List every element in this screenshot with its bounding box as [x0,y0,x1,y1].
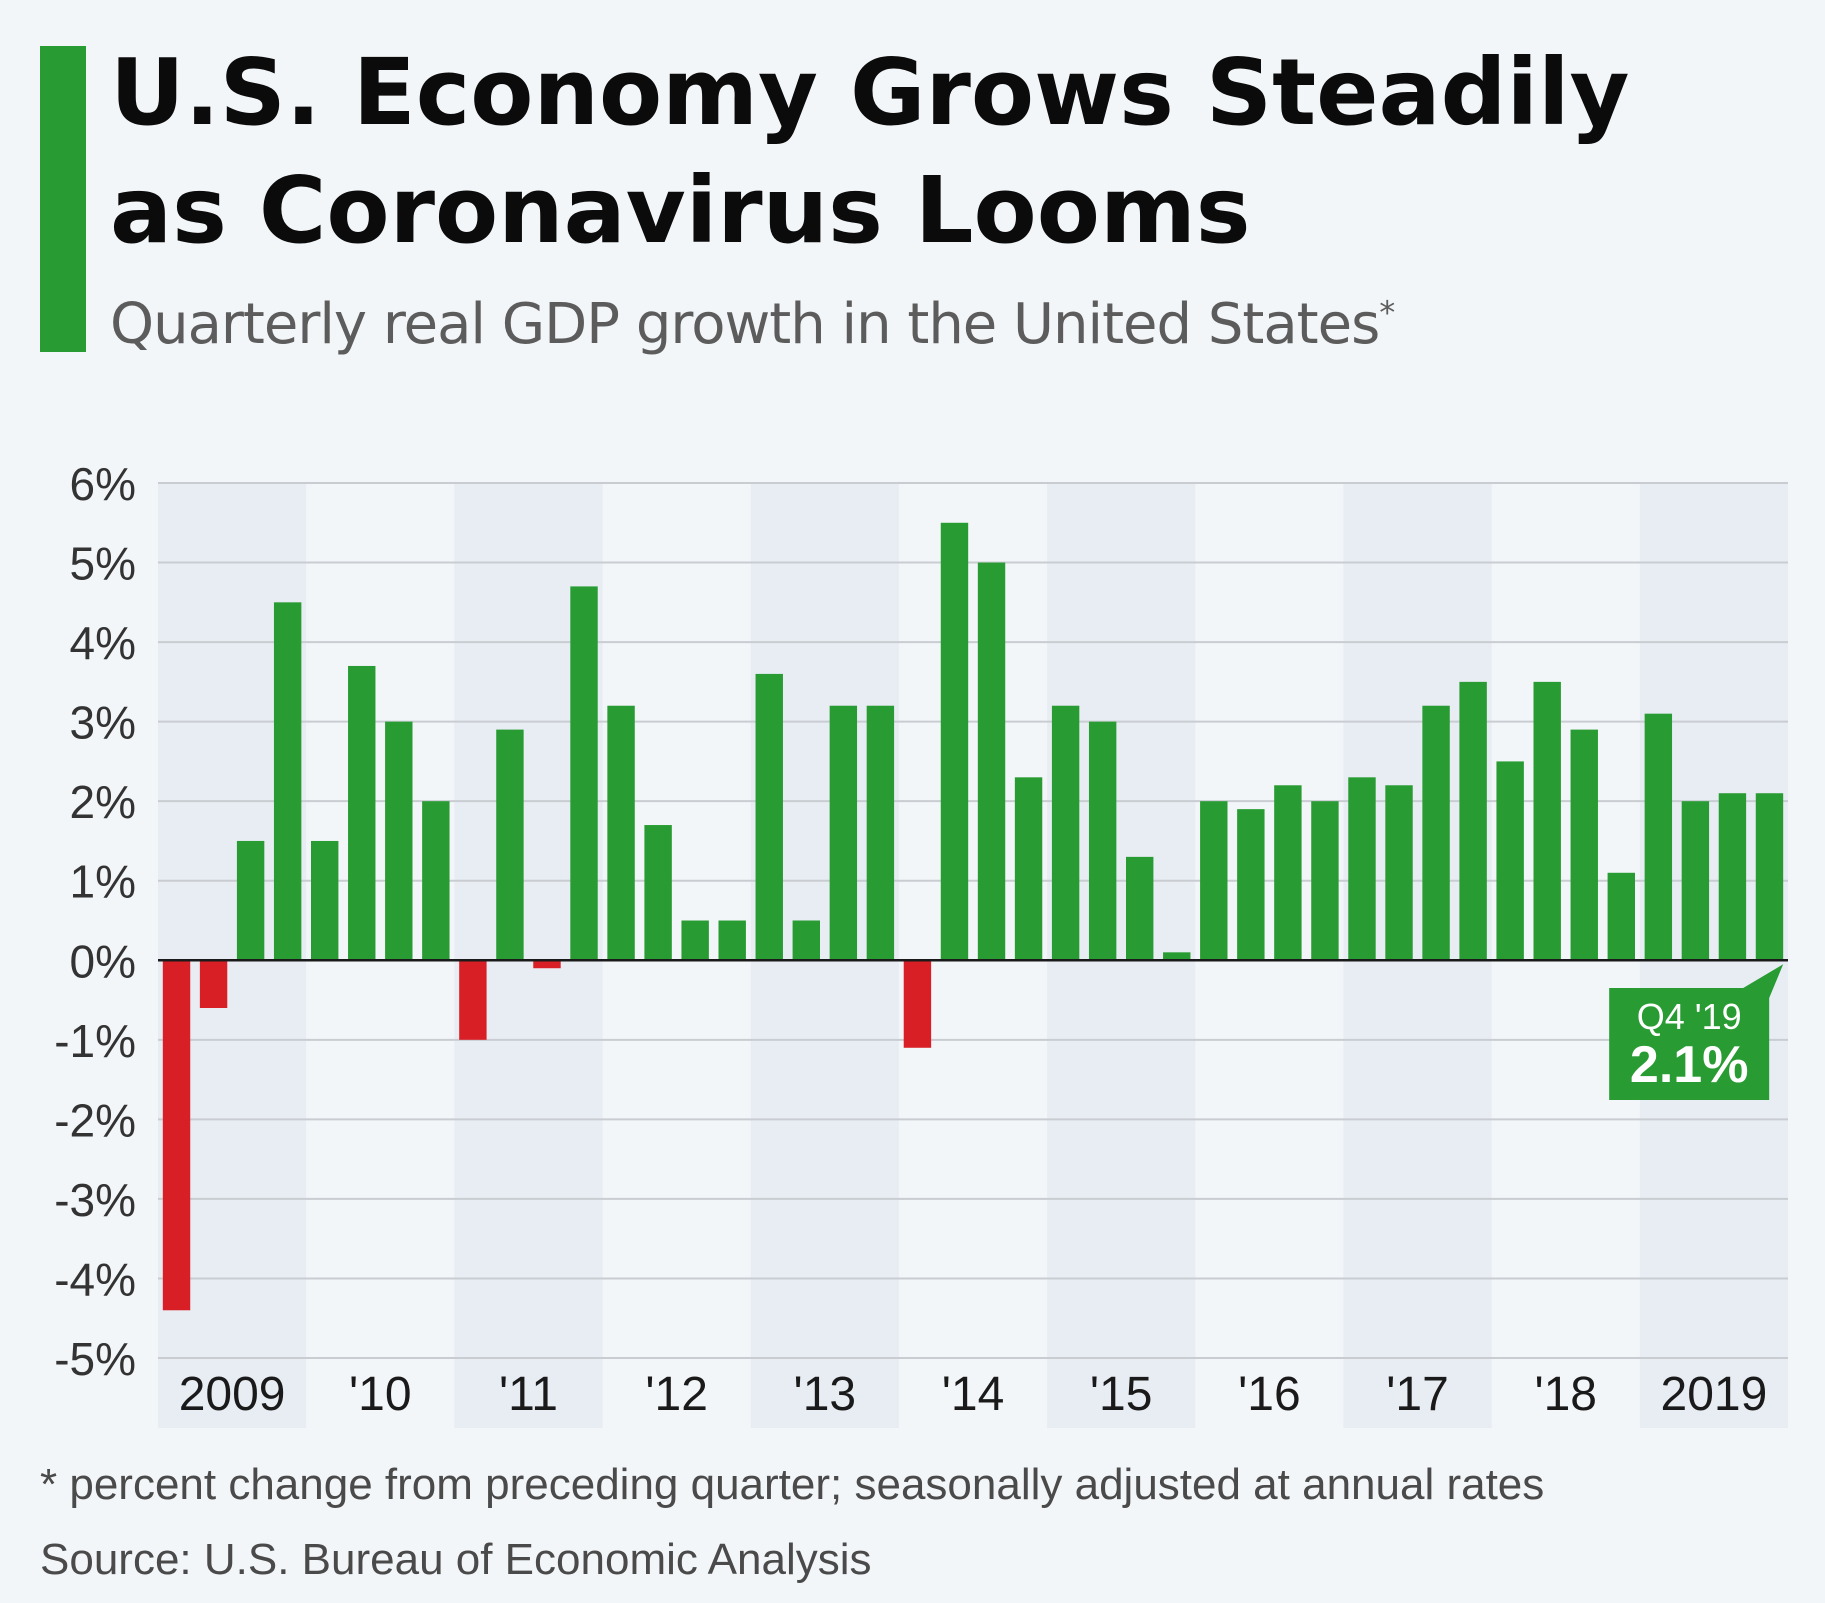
title-accent-bar [40,46,86,352]
x-year-label: 2009 [179,1368,286,1421]
bar [1125,856,1154,961]
bar [1459,681,1487,961]
bar [348,665,376,961]
y-tick-label: -2% [54,1094,136,1146]
title-line-2: as Coronavirus Looms [110,157,1251,264]
subtitle-text: Quarterly real GDP growth in the United … [110,292,1380,357]
y-tick-label: 5% [70,538,136,590]
bar [903,960,932,1048]
bar [1385,785,1413,961]
y-tick-label: 4% [70,617,136,669]
y-axis-ticks: 6% 5% 4% 3% 2% 1% 0% -1% -2% -3% -4% -5% [54,458,136,1385]
bar [866,705,895,961]
x-year-label: 2019 [1661,1368,1768,1421]
chart-subtitle: Quarterly real GDP growth in the United … [110,292,1395,357]
bar [1755,793,1784,961]
bar [1570,729,1598,961]
bar [607,705,635,961]
bar [1200,801,1228,961]
bar [1014,777,1043,961]
bar [570,586,598,961]
y-tick-label: 0% [70,935,136,987]
bar [829,705,858,961]
bar [199,960,228,1008]
bar [459,960,487,1040]
y-tick-label: 6% [70,458,136,510]
x-year-label: '15 [1090,1368,1153,1421]
footnote: * percent change from preceding quarter;… [40,1460,1545,1509]
y-tick-label: -4% [54,1253,136,1305]
bar [422,801,450,961]
bar [1274,785,1302,961]
bar [273,602,302,961]
x-year-label: '11 [499,1368,558,1421]
bar [755,673,783,961]
y-tick-label: -3% [54,1174,136,1226]
bar [1311,801,1339,961]
subtitle-footnote-mark: * [1379,293,1395,332]
bar [1718,793,1747,961]
bar [1163,952,1191,961]
bar [792,920,821,961]
x-year-label: '13 [794,1368,857,1421]
x-year-label: '12 [645,1368,708,1421]
bar [718,920,746,961]
bar [1422,705,1450,961]
bars [162,522,1784,1311]
latest-value-callout: Q4 '192.1% [1609,964,1784,1100]
x-year-label: '14 [942,1368,1005,1421]
callout-box [1609,964,1784,1100]
x-year-label: '10 [349,1368,412,1421]
title-line-1: U.S. Economy Grows Steadily [110,39,1630,146]
bar [940,522,969,961]
bar [977,562,1006,961]
y-tick-label: 1% [70,856,136,908]
y-tick-label: -5% [54,1333,136,1385]
bar [1644,713,1673,961]
bar [1348,777,1376,961]
bar [162,960,191,1311]
y-tick-label: -1% [54,1015,136,1067]
bar [1051,705,1080,961]
x-axis-year-labels: 2009 '10 '11 '12 '13 '14 '15 '16 '17 '18 2019 [179,1368,1768,1421]
callout-period-label: Q4 '19 [1637,996,1742,1037]
y-tick-label: 3% [70,697,136,749]
bar [681,920,709,961]
bar [644,825,672,961]
callout-value-label: 2.1% [1630,1036,1749,1094]
bar [385,721,413,961]
bar [1533,681,1561,961]
y-tick-label: 2% [70,776,136,828]
bar [496,729,524,961]
chart-title: U.S. Economy Grows Steadily as Coronavir… [110,34,1630,270]
bar [1237,809,1265,961]
bar [1088,721,1117,961]
x-year-label: '18 [1534,1368,1597,1421]
bar [533,960,561,969]
bar [310,840,339,961]
bar [236,840,265,961]
source-note: Source: U.S. Bureau of Economic Analysis [40,1535,872,1584]
x-year-label: '16 [1238,1368,1301,1421]
bar [1496,761,1524,961]
bar [1607,872,1636,961]
x-year-label: '17 [1386,1368,1449,1421]
bar [1681,801,1710,961]
